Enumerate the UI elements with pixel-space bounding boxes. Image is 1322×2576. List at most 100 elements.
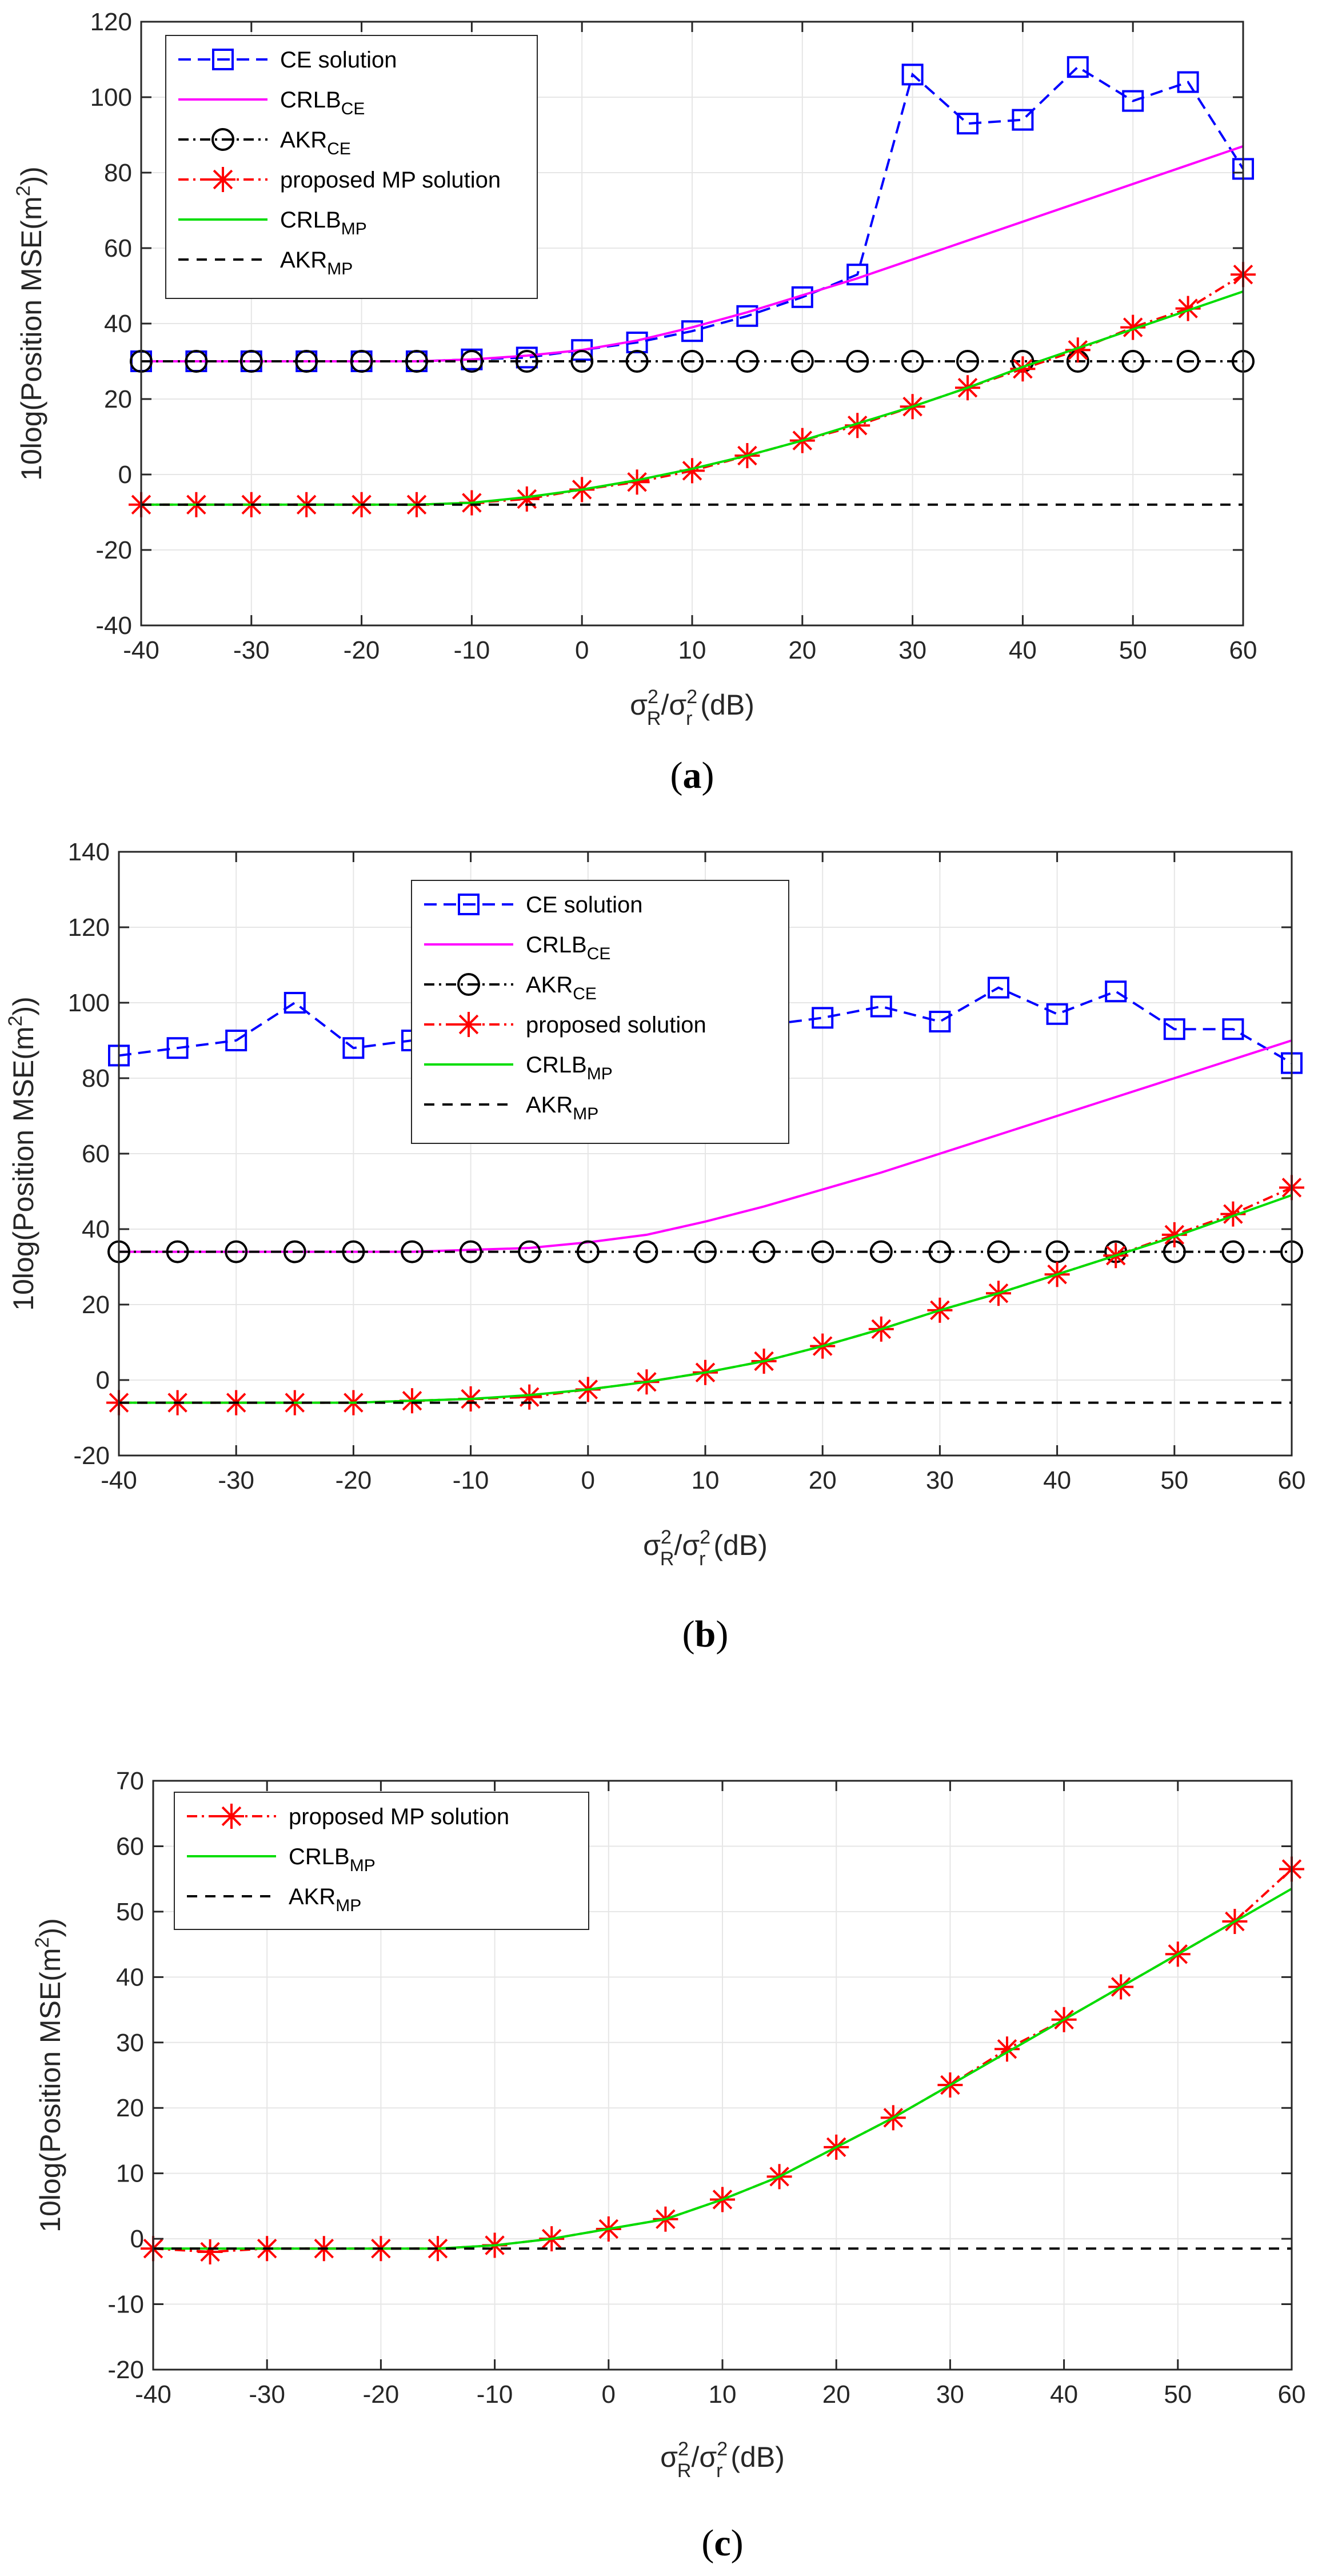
y-tick-label: 50 xyxy=(116,1898,144,1926)
data-point-mp xyxy=(1220,1201,1246,1227)
y-tick-label: 0 xyxy=(96,1366,110,1394)
legend-marker-mp xyxy=(219,1804,244,1829)
legend-label-akrmp: AKRMP xyxy=(280,248,353,278)
y-tick-label: 20 xyxy=(116,2094,144,2122)
y-tick-label: 60 xyxy=(116,1832,144,1860)
y-tick-label: 100 xyxy=(68,989,110,1017)
x-tick-label: 10 xyxy=(709,2380,737,2408)
y-axis-label: 10log(Position MSE(m2)) xyxy=(31,1918,66,2232)
y-tick-label: 100 xyxy=(90,83,132,111)
x-tick-label: 20 xyxy=(809,1466,837,1494)
data-point-akrce xyxy=(283,1240,306,1263)
x-tick-label: 40 xyxy=(1050,2380,1078,2408)
x-tick-label: 60 xyxy=(1278,2380,1306,2408)
x-tick-label: 0 xyxy=(575,636,589,664)
x-tick-label: 40 xyxy=(1009,636,1037,664)
y-tick-label: 70 xyxy=(116,1767,144,1795)
x-tick-label: 60 xyxy=(1278,1466,1306,1494)
legend-label-ce: CE solution xyxy=(526,892,643,918)
legend-label-crlbmp: CRLBMP xyxy=(289,1844,376,1875)
legend: CE solution CRLBCE AKRCE proposed MP soluti… xyxy=(165,35,538,299)
series-markers-akrce xyxy=(130,350,1255,373)
data-point-akrce xyxy=(1176,350,1200,373)
y-tick-label: -10 xyxy=(107,2291,144,2319)
y-tick-label: 0 xyxy=(130,2225,144,2253)
legend-marker-ce xyxy=(212,49,234,70)
data-point-akrce xyxy=(635,1240,658,1263)
data-point-akrce xyxy=(570,350,594,373)
data-point-mp xyxy=(1120,314,1146,340)
x-tick-label: 0 xyxy=(581,1466,595,1494)
data-point-akrce xyxy=(166,1240,189,1263)
legend-label-crlbmp: CRLBMP xyxy=(526,1052,613,1083)
data-point-ce xyxy=(1122,90,1144,112)
legend-label-crlbmp: CRLBMP xyxy=(280,208,367,238)
data-point-akrce xyxy=(239,350,263,373)
y-axis-label: 10log(Position MSE(m2)) xyxy=(13,166,47,481)
data-point-ce xyxy=(870,995,892,1018)
y-tick-label: 140 xyxy=(68,838,110,866)
x-tick-label: -40 xyxy=(101,1466,137,1494)
legend-marker-akrce xyxy=(457,973,480,996)
data-point-akrce xyxy=(350,350,373,373)
x-tick-label: -20 xyxy=(344,636,380,664)
y-tick-label: -20 xyxy=(73,1442,110,1470)
data-point-akrce xyxy=(736,350,759,373)
y-tick-label: 120 xyxy=(68,914,110,942)
legend-marker-mp xyxy=(456,1012,481,1037)
legend-label-ce: CE solution xyxy=(280,47,397,73)
y-axis-label: 10log(Position MSE(m2)) xyxy=(5,996,39,1311)
y-tick-label: 40 xyxy=(104,310,132,338)
data-point-akrce xyxy=(956,350,979,373)
x-tick-label: -10 xyxy=(454,636,490,664)
x-tick-label: -10 xyxy=(453,1466,489,1494)
y-tick-label: -20 xyxy=(95,536,132,564)
y-tick-label: 0 xyxy=(118,461,132,489)
data-point-akrce xyxy=(928,1240,952,1263)
data-point-akrce xyxy=(901,350,924,373)
x-tick-label: -40 xyxy=(123,636,159,664)
x-tick-label: -10 xyxy=(477,2380,513,2408)
chart-panel-b: -40 -30 -20 -10 0 10 20 30 40 50 60 -20 0 20 40 60 80 100… xyxy=(5,838,1305,1655)
data-point-ce xyxy=(988,976,1009,999)
x-tick-label: -40 xyxy=(135,2380,171,2408)
data-point-akrce xyxy=(405,350,428,373)
data-point-akrce xyxy=(460,350,484,373)
legend: CE solution CRLBCE AKRCE proposed solution C… xyxy=(411,880,789,1144)
data-point-mp xyxy=(514,486,540,512)
data-point-mp xyxy=(995,2036,1020,2062)
data-point-akrce xyxy=(576,1240,600,1263)
legend-label-mp: proposed solution xyxy=(526,1012,706,1038)
x-tick-label: 30 xyxy=(898,636,926,664)
legend: proposed MP solution CRLBMP AKRMP xyxy=(174,1792,589,1930)
data-point-akrce xyxy=(1221,1240,1245,1263)
x-tick-label: 60 xyxy=(1229,636,1257,664)
x-axis-label: σ2 R/σ2 r (dB) xyxy=(643,1526,768,1570)
data-point-akrce xyxy=(225,1240,248,1263)
data-point-ce xyxy=(1222,1018,1244,1040)
data-point-ce xyxy=(342,1037,365,1059)
x-tick-label: 40 xyxy=(1043,1466,1071,1494)
y-tick-label: 10 xyxy=(116,2160,144,2188)
x-axis-label: σ2 R/σ2 r (dB) xyxy=(660,2438,785,2482)
caption-b: (b) xyxy=(682,1613,729,1655)
data-point-ce xyxy=(283,992,306,1014)
legend-marker-ce xyxy=(458,894,480,915)
data-point-akrce xyxy=(625,350,649,373)
series-line-crlbmp xyxy=(119,1194,1292,1404)
x-tick-label: -20 xyxy=(336,1466,372,1494)
x-axis-label: σ2 R/σ2 r (dB) xyxy=(630,686,754,729)
legend-label-mp: proposed MP solution xyxy=(280,168,501,193)
data-point-ce xyxy=(901,63,924,86)
data-point-ce xyxy=(1177,71,1199,93)
x-tick-label: 30 xyxy=(926,1466,954,1494)
data-point-akrce xyxy=(518,1240,541,1263)
data-point-akrce xyxy=(869,1240,893,1263)
data-point-ce xyxy=(1067,56,1089,78)
data-point-akrce xyxy=(185,350,208,373)
data-point-mp xyxy=(624,469,650,495)
x-tick-label: -30 xyxy=(233,636,270,664)
y-tick-label: 40 xyxy=(116,1963,144,1991)
series-markers-akrce xyxy=(107,1240,1303,1263)
